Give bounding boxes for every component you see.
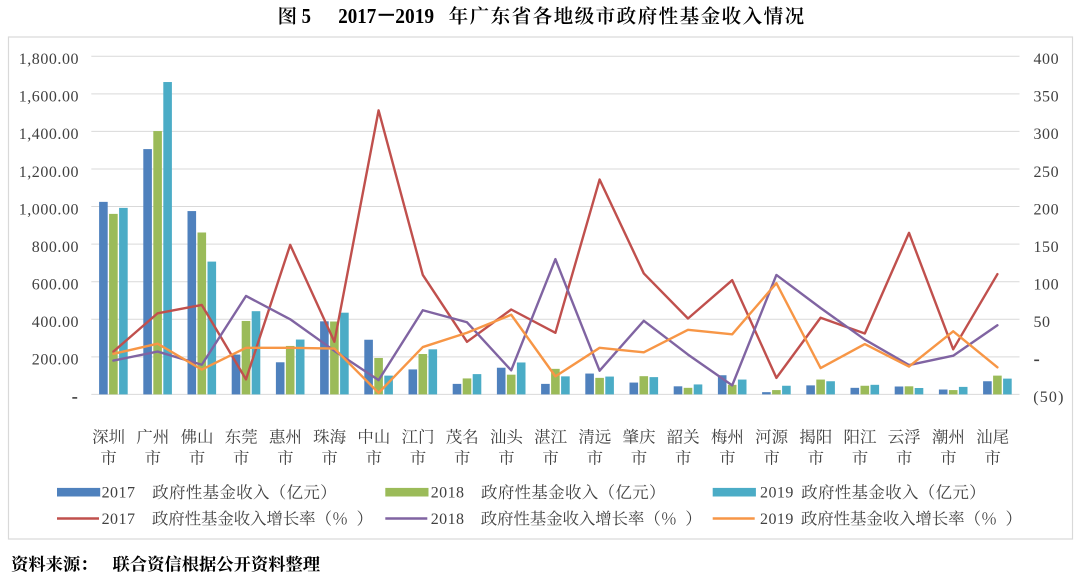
svg-text:1,800.00: 1,800.00 — [19, 51, 79, 68]
svg-text:2018: 2018 — [431, 485, 465, 502]
svg-text:(50): (50) — [1033, 389, 1064, 406]
svg-text:400.00: 400.00 — [32, 314, 79, 331]
svg-text:2019: 2019 — [760, 485, 794, 502]
svg-text:800.00: 800.00 — [32, 239, 79, 256]
svg-text:350: 350 — [1034, 89, 1060, 106]
svg-text:2019: 2019 — [760, 511, 794, 528]
svg-text:100: 100 — [1034, 277, 1060, 294]
svg-text:2017: 2017 — [102, 511, 136, 528]
svg-text:300: 300 — [1034, 126, 1060, 143]
svg-text:150: 150 — [1034, 239, 1060, 256]
svg-text:5: 5 — [302, 4, 311, 28]
svg-text:1,200.00: 1,200.00 — [19, 164, 79, 181]
svg-text:200: 200 — [1034, 201, 1060, 218]
svg-text:2017: 2017 — [338, 4, 376, 28]
svg-text:2017: 2017 — [102, 485, 136, 502]
svg-text:1,400.00: 1,400.00 — [19, 126, 79, 143]
svg-text:50: 50 — [1034, 314, 1051, 331]
svg-text:1,600.00: 1,600.00 — [19, 89, 79, 106]
svg-text:400: 400 — [1034, 51, 1060, 68]
svg-text:600.00: 600.00 — [32, 277, 79, 294]
svg-text:1,000.00: 1,000.00 — [19, 201, 79, 218]
svg-text:200.00: 200.00 — [32, 352, 79, 369]
svg-text:2019: 2019 — [395, 4, 434, 28]
svg-text:2018: 2018 — [431, 511, 465, 528]
svg-text:250: 250 — [1034, 164, 1060, 181]
